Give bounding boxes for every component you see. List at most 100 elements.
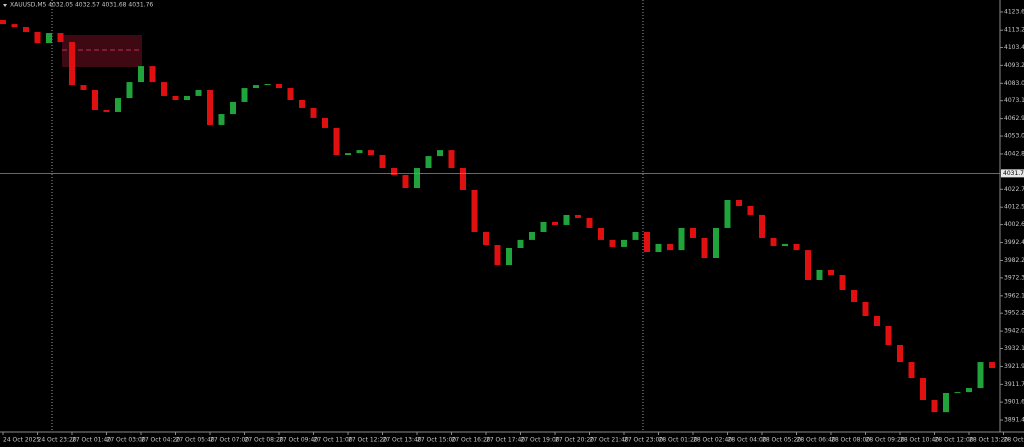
y-tick-label: 3911.70 — [1004, 381, 1024, 388]
candle-body — [310, 107, 317, 118]
x-tick-label: 28 Oct 02:40 — [693, 437, 732, 444]
candle-body — [908, 362, 915, 379]
candle-body — [839, 275, 846, 290]
y-tick-label: 3952.20 — [1004, 310, 1024, 317]
y-tick-label: 4022.70 — [1004, 186, 1024, 193]
candle-body — [414, 168, 420, 189]
candle-body — [655, 243, 662, 253]
candle-body — [920, 378, 926, 401]
candle-body — [69, 42, 75, 86]
x-tick-label: 28 Oct 14:40 — [1004, 437, 1024, 444]
candle-body — [989, 362, 995, 369]
candle-body — [575, 214, 581, 218]
candle-body — [276, 84, 282, 89]
candle-body — [471, 189, 478, 232]
menu-arrow — [3, 4, 7, 7]
candle-body — [345, 153, 351, 156]
x-tick-label: 27 Oct 21:40 — [590, 437, 629, 444]
candle-body — [368, 150, 374, 156]
x-tick-label: 27 Oct 15:00 — [417, 437, 456, 444]
x-tick-label: 28 Oct 04:00 — [728, 437, 767, 444]
x-tick-label: 24 Oct 2025 — [3, 437, 40, 444]
candle-body — [115, 98, 121, 112]
y-tick-label: 4012.50 — [1004, 204, 1024, 211]
y-tick-label: 3901.60 — [1004, 399, 1024, 406]
candle-body — [230, 101, 236, 115]
candle-body — [207, 89, 213, 125]
candle-body — [816, 269, 823, 280]
candle-body — [805, 250, 811, 280]
candle-body — [701, 237, 708, 259]
candle-body — [425, 156, 432, 169]
candle-body — [529, 231, 535, 240]
candle-body — [862, 301, 869, 317]
candle-body — [0, 20, 6, 25]
candle-body — [57, 33, 64, 43]
x-tick-label: 27 Oct 20:20 — [555, 437, 594, 444]
candle-body — [678, 227, 685, 251]
candle-body — [931, 400, 938, 413]
x-tick-label: 27 Oct 03:00 — [107, 437, 146, 444]
y-tick-label: 4002.60 — [1004, 221, 1024, 228]
y-tick-label: 4062.90 — [1004, 115, 1024, 122]
candle-body — [161, 82, 167, 96]
x-tick-label: 27 Oct 09:40 — [279, 437, 318, 444]
candle-body — [195, 89, 202, 96]
candle-body — [402, 175, 409, 189]
candle-body — [770, 237, 777, 247]
x-tick-label: 28 Oct 01:20 — [659, 437, 698, 444]
candle-body — [460, 168, 466, 190]
candle-body — [92, 89, 98, 111]
candle-body — [609, 239, 616, 247]
candle-body — [34, 31, 41, 44]
candle-body — [103, 110, 110, 112]
x-tick-label: 28 Oct 05:20 — [762, 437, 801, 444]
candle-body — [736, 200, 742, 206]
candle-body — [149, 66, 156, 83]
y-tick-label: 4083.00 — [1004, 80, 1024, 87]
candle-body — [851, 289, 857, 302]
candle-body — [598, 227, 604, 240]
zone-rectangle — [62, 35, 142, 67]
x-tick-label: 27 Oct 23:00 — [624, 437, 663, 444]
candle-body — [299, 100, 305, 108]
candle-body — [586, 217, 593, 228]
x-tick-label: 28 Oct 09:20 — [866, 437, 905, 444]
candle-body — [713, 227, 719, 259]
candle-body — [264, 84, 271, 86]
x-tick-label: 28 Oct 13:20 — [969, 437, 1008, 444]
candle-body — [184, 95, 190, 101]
candle-body — [11, 24, 18, 28]
y-tick-label: 4073.10 — [1004, 97, 1024, 104]
y-tick-label: 3891.40 — [1004, 417, 1024, 424]
candle-body — [448, 150, 455, 169]
candle-body — [828, 269, 834, 276]
candle-body — [322, 117, 328, 128]
candle-body — [644, 231, 650, 253]
x-tick-label: 27 Oct 19:00 — [521, 437, 560, 444]
candle-body — [80, 85, 87, 90]
candle-body — [874, 316, 880, 327]
x-tick-label: 27 Oct 08:20 — [245, 437, 284, 444]
candle-body — [517, 239, 524, 248]
x-tick-label: 28 Oct 06:40 — [797, 437, 836, 444]
candle-body — [667, 243, 673, 251]
candle-body — [23, 27, 29, 32]
chart-title: XAUUSD,M5 4032.05 4032.57 4031.68 4031.7… — [10, 2, 153, 9]
candle-body — [793, 243, 800, 251]
x-tick-label: 27 Oct 01:40 — [72, 437, 111, 444]
x-tick-label: 27 Oct 11:00 — [314, 437, 353, 444]
candle-body — [126, 82, 133, 99]
y-tick-label: 4042.80 — [1004, 150, 1024, 157]
candle-body — [356, 150, 363, 154]
y-tick-label: 3982.20 — [1004, 257, 1024, 264]
candle-body — [782, 243, 788, 247]
x-tick-label: 27 Oct 12:20 — [348, 437, 387, 444]
candle-body — [483, 231, 489, 245]
candle-body — [885, 326, 892, 346]
candle-body — [287, 88, 294, 101]
candle-body — [621, 239, 627, 247]
candle-body — [724, 200, 731, 228]
